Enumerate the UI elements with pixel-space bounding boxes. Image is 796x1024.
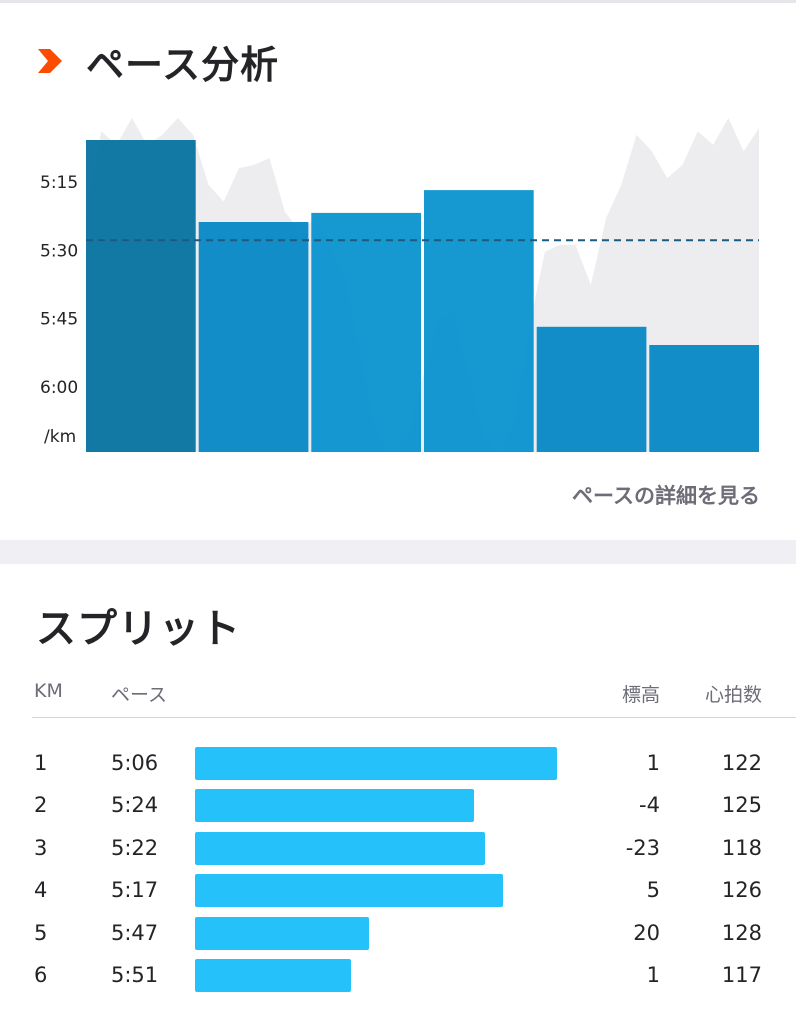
split-heart-rate: 126 bbox=[721, 878, 762, 902]
header-km: KM bbox=[34, 680, 63, 702]
split-km: 3 bbox=[34, 836, 48, 860]
split-pace: 5:22 bbox=[111, 836, 159, 860]
split-elevation: 5 bbox=[646, 878, 660, 902]
y-tick-label: 5:15 bbox=[40, 173, 78, 193]
y-tick-label: 5:30 bbox=[40, 241, 78, 261]
table-row: 4 5:17 5 126 bbox=[0, 872, 796, 914]
table-row: 5 5:47 20 128 bbox=[0, 915, 796, 957]
split-elevation: 1 bbox=[646, 751, 660, 775]
split-heart-rate: 125 bbox=[721, 793, 762, 817]
split-pace-bar bbox=[195, 789, 474, 822]
pace-bar bbox=[86, 140, 196, 452]
pace-analysis-header: ペース分析 bbox=[36, 38, 279, 87]
split-km: 2 bbox=[34, 793, 48, 817]
split-km: 1 bbox=[34, 751, 48, 775]
header-elevation: 標高 bbox=[621, 684, 660, 706]
split-pace: 5:06 bbox=[111, 751, 159, 775]
pace-chart: 5:15 5:30 5:45 6:00/km bbox=[40, 118, 759, 452]
pace-bar bbox=[311, 212, 421, 452]
header-divider bbox=[32, 717, 796, 718]
split-heart-rate: 117 bbox=[721, 963, 762, 987]
split-pace: 5:24 bbox=[111, 793, 159, 817]
split-pace-bar bbox=[195, 959, 351, 992]
table-row: 6 5:51 1 117 bbox=[0, 957, 796, 999]
split-pace: 5:17 bbox=[111, 878, 159, 902]
table-row: 1 5:06 1 122 bbox=[0, 745, 796, 787]
split-heart-rate: 122 bbox=[721, 751, 762, 775]
pace-analysis-card: ペース分析 5:15 5:30 5:45 6:00/km ペースの詳細を見る bbox=[0, 0, 796, 508]
split-km: 6 bbox=[34, 963, 48, 987]
split-pace-bar bbox=[195, 917, 369, 950]
chevron-right-icon bbox=[38, 49, 62, 73]
pace-bar bbox=[649, 345, 759, 452]
y-tick-label: 6:00 bbox=[40, 378, 78, 398]
split-km: 4 bbox=[34, 878, 48, 902]
splits-title: スプリット bbox=[36, 606, 241, 652]
table-row: 3 5:22 -23 118 bbox=[0, 830, 796, 872]
header-heart-rate: 心拍数 bbox=[704, 684, 762, 706]
split-pace: 5:47 bbox=[111, 921, 159, 945]
split-km: 5 bbox=[34, 921, 48, 945]
split-pace: 5:51 bbox=[111, 963, 159, 987]
split-pace-bar bbox=[195, 747, 557, 780]
y-tick-label: 5:45 bbox=[40, 310, 78, 330]
split-pace-bar bbox=[195, 874, 503, 907]
pace-bar bbox=[536, 326, 647, 452]
split-elevation: 1 bbox=[646, 963, 660, 987]
y-unit-label: /km bbox=[44, 427, 76, 447]
card-top-edge bbox=[0, 0, 796, 3]
header-pace: ペース bbox=[111, 684, 168, 706]
split-heart-rate: 128 bbox=[721, 921, 762, 945]
pace-bar bbox=[198, 222, 309, 452]
pace-details-link[interactable]: ペースの詳細を見る bbox=[572, 484, 760, 508]
split-heart-rate: 118 bbox=[721, 836, 762, 860]
split-elevation: -23 bbox=[625, 836, 660, 860]
split-pace-bar bbox=[195, 832, 485, 865]
split-elevation: 20 bbox=[633, 921, 660, 945]
section-divider bbox=[0, 540, 796, 564]
split-elevation: -4 bbox=[639, 793, 660, 817]
pace-bar bbox=[424, 190, 534, 452]
table-row: 2 5:24 -4 125 bbox=[0, 787, 796, 829]
pace-analysis-title: ペース分析 bbox=[86, 42, 280, 87]
